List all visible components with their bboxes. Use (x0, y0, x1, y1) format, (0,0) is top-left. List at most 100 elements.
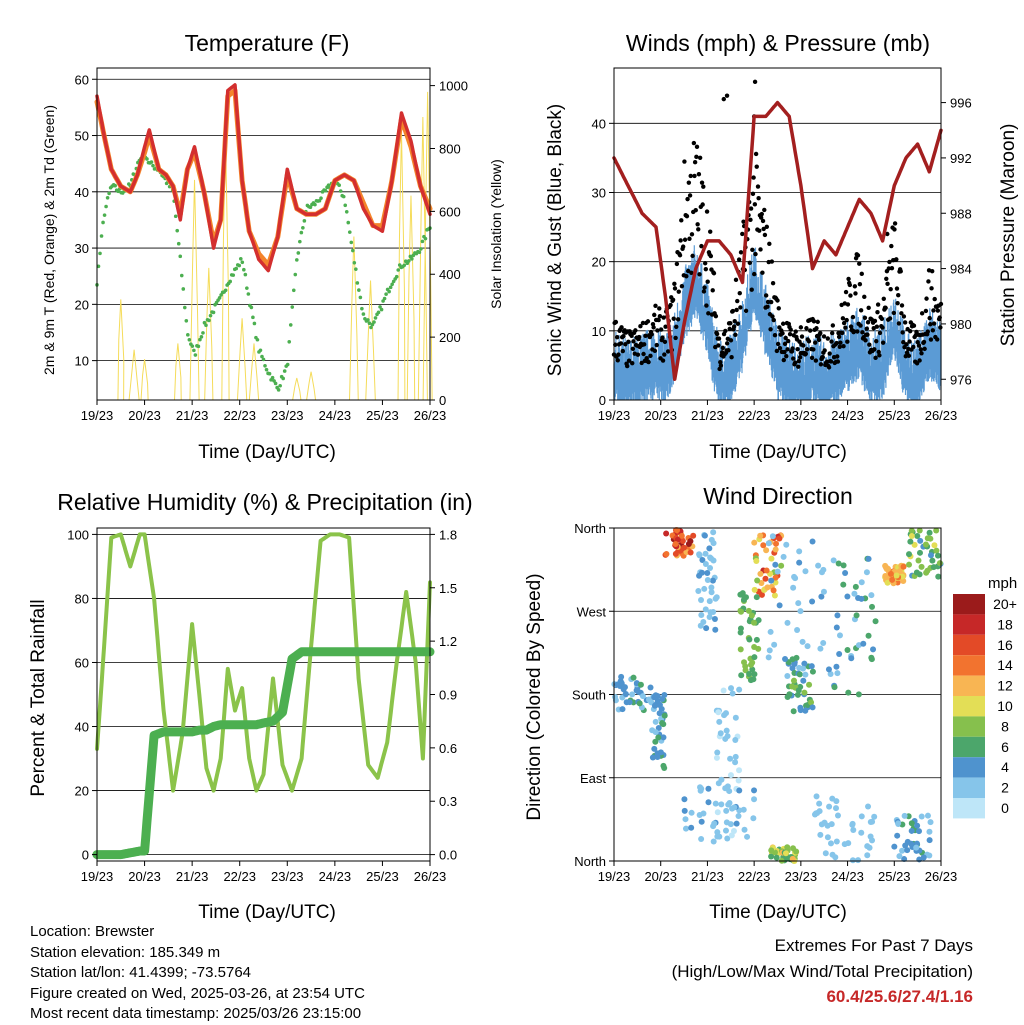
gust-point (749, 287, 754, 292)
gust-point (678, 238, 683, 243)
gust-point (770, 280, 776, 286)
gust-point (816, 337, 822, 343)
gust-point (938, 325, 943, 330)
wind-direction-point (930, 564, 937, 571)
dewpoint-point (149, 160, 154, 164)
dewpoint-point (201, 331, 205, 335)
wind-direction-point (896, 568, 903, 575)
dewpoint-point (378, 305, 382, 309)
gust-point (853, 291, 858, 296)
wind-direction-point (697, 784, 704, 791)
gust-point (765, 299, 771, 305)
dewpoint-point (349, 240, 354, 245)
gust-point (735, 321, 741, 326)
gust-point (847, 282, 853, 288)
wind-direction-point (757, 532, 764, 539)
gust-point (675, 317, 681, 322)
gust-point (769, 299, 774, 305)
gust-point (866, 305, 871, 311)
wind-direction-point (835, 560, 842, 567)
gust-point (730, 308, 736, 314)
gust-point (657, 306, 662, 311)
colorbar-swatch (953, 594, 985, 615)
gust-point (699, 243, 704, 249)
gust-point (875, 302, 881, 307)
dewpoint-point (101, 220, 105, 225)
wind-direction-point (871, 813, 878, 820)
wind-direction-point (737, 646, 744, 653)
wind-direction-point (749, 666, 756, 673)
wind-direction-point (916, 527, 923, 534)
gust-point (777, 345, 783, 351)
gust-point (674, 261, 680, 267)
dewpoint-point (343, 203, 348, 208)
gust-point (864, 326, 869, 331)
gust-point (720, 345, 725, 351)
wind-direction-point (784, 672, 791, 679)
dewpoint-point (276, 388, 281, 392)
dewpoint-point (246, 292, 251, 296)
temp-2m-line (95, 83, 432, 273)
gust-point (686, 180, 692, 185)
gust-point (840, 316, 846, 321)
wind-direction-point (652, 729, 659, 736)
gust-point (700, 202, 705, 207)
gust-point (835, 354, 840, 359)
gust-point (872, 347, 877, 352)
dewpoint-point (186, 333, 190, 337)
dewpoint-point (295, 258, 299, 262)
gust-point (834, 340, 839, 346)
dewpoint-point (178, 254, 183, 259)
gust-point (776, 306, 781, 311)
wind-direction-point (702, 560, 709, 567)
wind-direction-point (855, 857, 862, 864)
gust-point (694, 154, 699, 160)
gust-point (641, 342, 647, 347)
speed-colorbar: 20+ 18 16 14 12 10 8 6 4 2 0 (953, 594, 1017, 819)
gust-point (762, 207, 767, 213)
gust-point (682, 237, 688, 242)
gust-point (902, 320, 908, 325)
wind-direction-point (802, 671, 809, 678)
gust-point (680, 244, 686, 249)
wind-direction-point (842, 570, 849, 577)
wind-direction-point (793, 848, 800, 855)
gust-point (795, 346, 800, 352)
wind-direction-point (705, 785, 712, 792)
wind-direction-point (773, 540, 780, 547)
wind-direction-point (933, 527, 940, 534)
solar-insolation-trace (292, 377, 302, 401)
colorbar-swatch (953, 655, 985, 676)
winds-ylabel-right: Station Pressure (Maroon) (998, 124, 1019, 347)
wind-direction-point (722, 735, 729, 742)
gust-point (872, 318, 878, 324)
gust-point (885, 231, 890, 237)
wind-direction-point (850, 827, 857, 834)
wind-direction-point (836, 650, 843, 657)
temperature-ylabel-right: Solar Insolation (Yellow) (488, 159, 504, 309)
solar-insolation-trace (204, 267, 214, 401)
wind-direction-point (914, 822, 921, 829)
wind-direction-xtick-label: 24/23 (831, 869, 864, 884)
gust-point (837, 344, 842, 350)
colorbar-title: mph (988, 575, 1017, 592)
gust-point (822, 348, 827, 353)
gust-point (848, 324, 854, 329)
dewpoint-point (384, 292, 388, 296)
wind-direction-point (767, 628, 774, 635)
gust-point (780, 321, 786, 326)
winds-axes: 0 10 20 30 40 976 980 984 988 992 996 19/23 20/23 21/… (592, 96, 972, 423)
gust-point (718, 363, 724, 368)
wind-direction-point (906, 561, 913, 568)
wind-direction-point (882, 562, 889, 569)
wind-direction-point (630, 674, 637, 681)
wind-direction-point (802, 568, 809, 575)
gust-point (931, 308, 936, 313)
wind-direction-point (751, 671, 758, 678)
dewpoint-point (285, 362, 290, 367)
wind-direction-point (820, 566, 827, 573)
recent-data-timestamp: Most recent data timestamp: 2025/03/26 2… (30, 1005, 362, 1022)
solar-insolation-trace (117, 299, 125, 401)
wind-direction-point (824, 822, 831, 829)
wind-direction-point (688, 824, 695, 831)
